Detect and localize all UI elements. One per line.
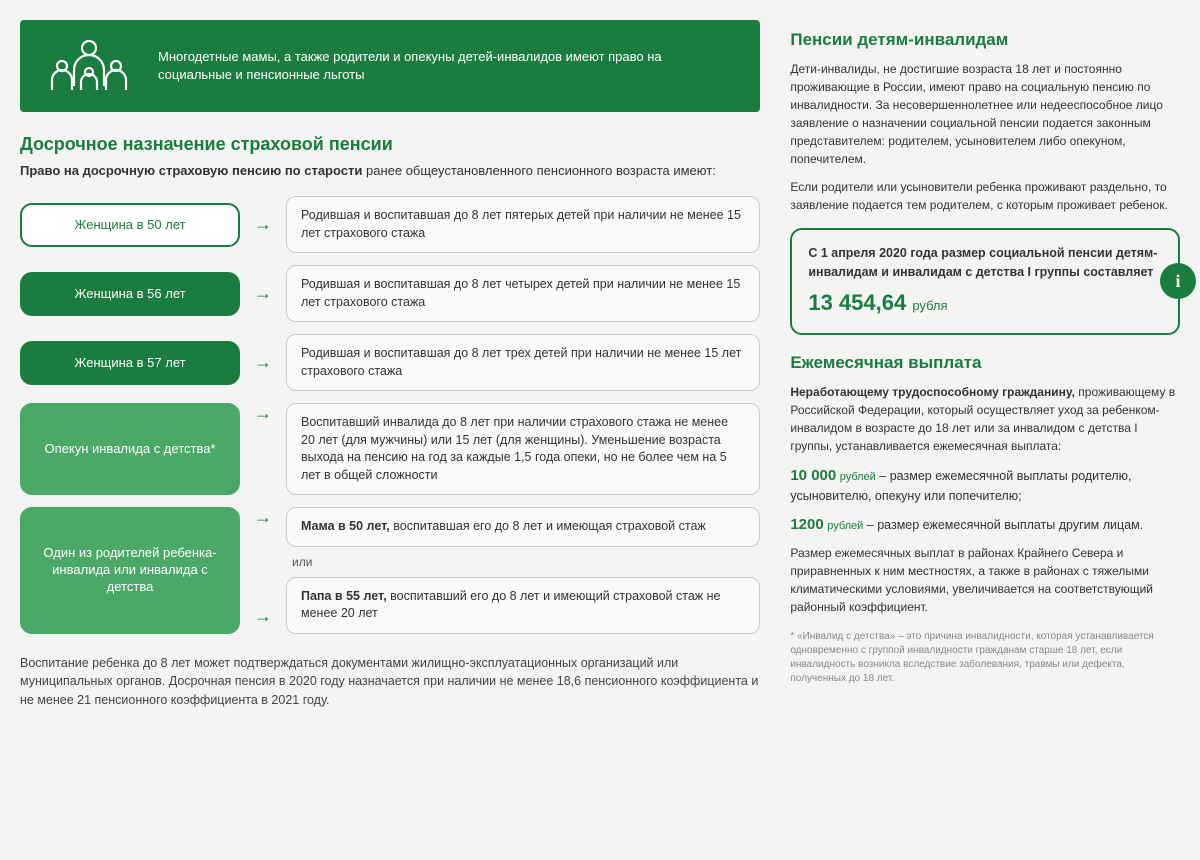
- or-label: или: [286, 555, 760, 569]
- rows-container: Женщина в 50 лет→Родившая и воспитавшая …: [20, 196, 760, 634]
- right-title-1: Пенсии детям-инвалидам: [790, 30, 1180, 50]
- pension-row: Опекун инвалида с детства*→Воспитавший и…: [20, 403, 760, 495]
- arrow-icon: →: [254, 606, 272, 627]
- description-box: Родившая и воспитавшая до 8 лет пятерых …: [286, 196, 760, 253]
- description-box: Родившая и воспитавшая до 8 лет трех дет…: [286, 334, 760, 391]
- left-column: Многодетные мамы, а также родители и опе…: [20, 20, 760, 840]
- right-para-1: Дети-инвалиды, не достигшие возраста 18 …: [790, 60, 1180, 168]
- info-box: С 1 апреля 2020 года размер социальной п…: [790, 228, 1180, 335]
- description-box: Мама в 50 лет, воспитавшая его до 8 лет …: [286, 507, 760, 547]
- arrow-stack: →→: [254, 507, 272, 627]
- page: Многодетные мамы, а также родители и опе…: [20, 20, 1180, 840]
- description-box: Родившая и воспитавшая до 8 лет четырех …: [286, 265, 760, 322]
- section-subtitle: Право на досрочную страховую пенсию по с…: [20, 163, 760, 178]
- arrow-icon: →: [254, 507, 272, 528]
- info-amount: 13 454,64 рубля: [808, 286, 1162, 319]
- info-lead: С 1 апреля 2020 года размер социальной п…: [808, 246, 1157, 279]
- category-pill: Опекун инвалида с детства*: [20, 403, 240, 495]
- subtitle-bold: Право на досрочную страховую пенсию по с…: [20, 163, 362, 178]
- small-note: * «Инвалид с детства» – это причина инва…: [790, 630, 1180, 686]
- para3-bold: Неработающему трудоспособному гражданину…: [790, 385, 1075, 399]
- pay1-num: 10 000: [790, 467, 836, 484]
- category-pill: Один из родителей ребенка-инвалида или и…: [20, 507, 240, 634]
- pay2-unit: рублей: [827, 520, 863, 532]
- info-amount-unit: рубля: [912, 298, 947, 313]
- right-title-2: Ежемесячная выплата: [790, 353, 1180, 373]
- section-title: Досрочное назначение страховой пенсии: [20, 134, 760, 155]
- category-pill: Женщина в 50 лет: [20, 203, 240, 247]
- right-para-2: Если родители или усыновители ребенка пр…: [790, 178, 1180, 214]
- arrow-icon: →: [254, 403, 272, 495]
- pay1-unit: рублей: [840, 471, 876, 483]
- pay2-num: 1200: [790, 516, 823, 533]
- arrow-icon: →: [254, 283, 272, 304]
- pension-row: Женщина в 57 лет → Родившая и воспитавшая …: [20, 334, 760, 391]
- right-para-3: Неработающему трудоспособному гражданину…: [790, 383, 1180, 455]
- banner-text: Многодетные мамы, а также родители и опе…: [158, 48, 736, 84]
- right-column: Пенсии детям-инвалидам Дети-инвалиды, не…: [790, 20, 1180, 840]
- description-box: Папа в 55 лет, воспитавший его до 8 лет …: [286, 577, 760, 634]
- info-amount-value: 13 454,64: [808, 290, 906, 315]
- family-icon: [44, 38, 134, 94]
- description-box: Воспитавший инвалида до 8 лет при наличи…: [286, 403, 760, 495]
- category-pill: Женщина в 56 лет: [20, 272, 240, 316]
- right-para-4: Размер ежемесячных выплат в районах Край…: [790, 544, 1180, 616]
- pension-row: Женщина в 50 лет → Родившая и воспитавшая …: [20, 196, 760, 253]
- pension-row: Женщина в 56 лет → Родившая и воспитавшая …: [20, 265, 760, 322]
- arrow-icon: →: [254, 214, 272, 235]
- arrow-icon: →: [254, 352, 272, 373]
- footnote: Воспитание ребенка до 8 лет может подтве…: [20, 654, 760, 710]
- pay-line-1: 10 000 рублей – размер ежемесячной выпла…: [790, 465, 1180, 506]
- pay2-rest: – размер ежемесячной выплаты другим лица…: [863, 518, 1143, 532]
- pay-line-2: 1200 рублей – размер ежемесячной выплаты…: [790, 514, 1180, 537]
- banner: Многодетные мамы, а также родители и опе…: [20, 20, 760, 112]
- category-pill: Женщина в 57 лет: [20, 341, 240, 385]
- pension-row-split: Один из родителей ребенка-инвалида или и…: [20, 507, 760, 634]
- description-stack: Мама в 50 лет, воспитавшая его до 8 лет …: [286, 507, 760, 634]
- info-icon: i: [1160, 263, 1196, 299]
- subtitle-rest: ранее общеустановленного пенсионного воз…: [362, 163, 715, 178]
